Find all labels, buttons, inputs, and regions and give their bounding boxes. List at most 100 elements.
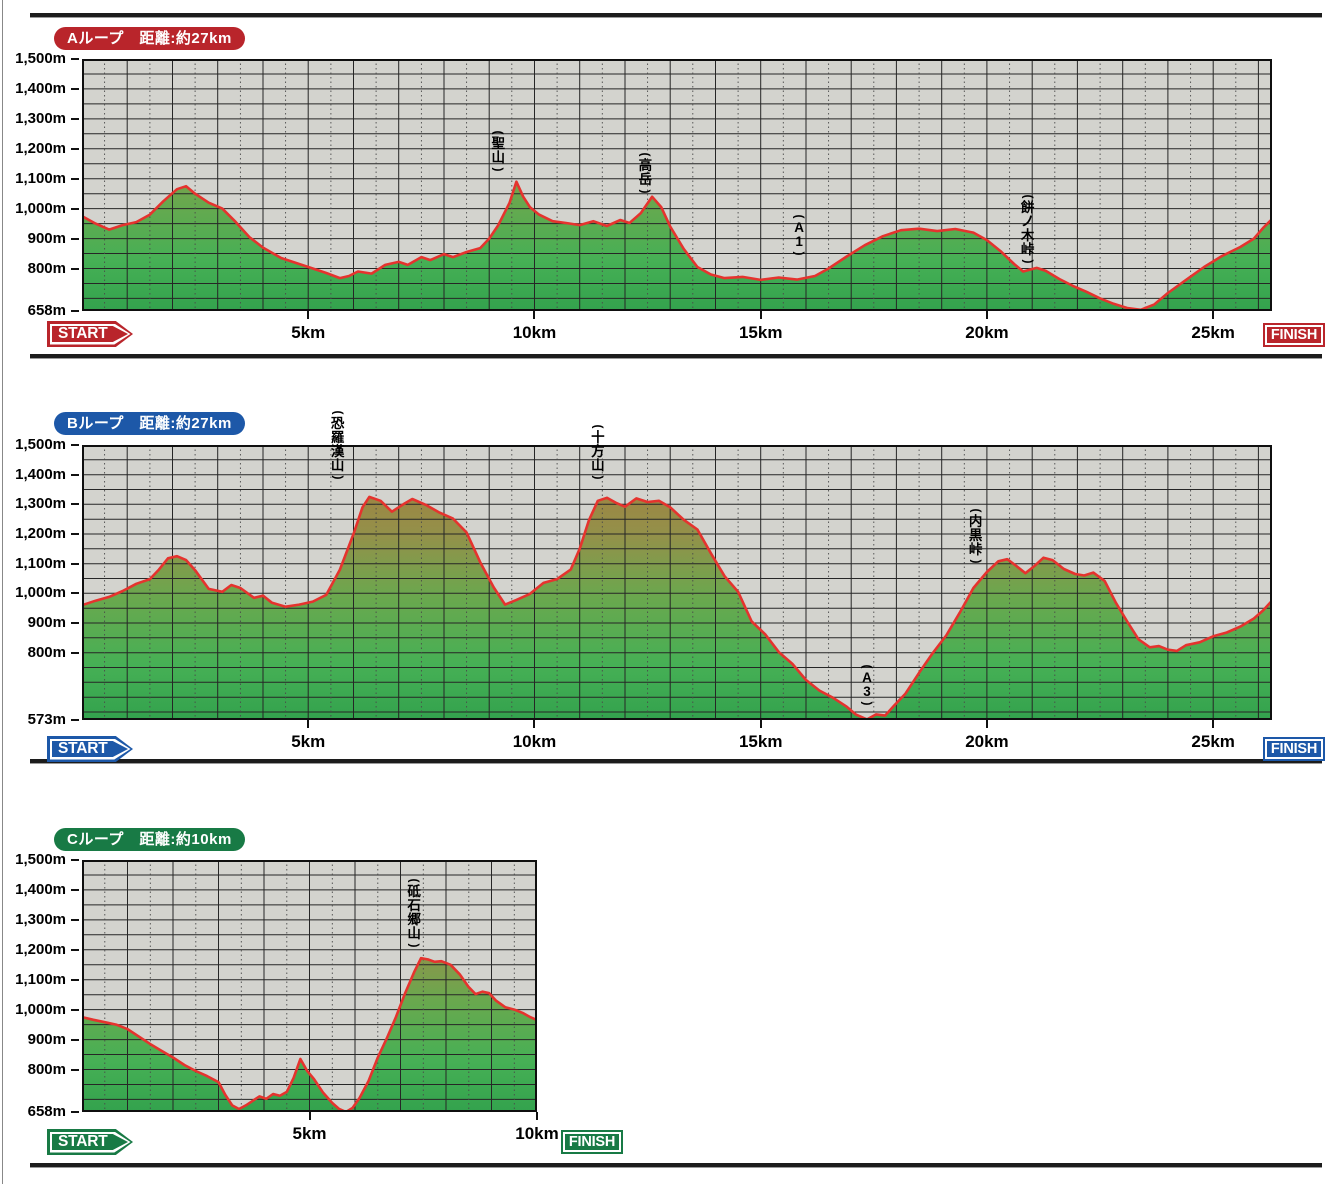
y-axis-label: 1,000m xyxy=(15,1000,66,1018)
x-axis-tick xyxy=(533,720,536,728)
y-axis-label: 900m xyxy=(27,613,66,631)
peak-label: (A 1) xyxy=(792,214,807,256)
section-divider xyxy=(30,354,1322,359)
y-axis-tick xyxy=(71,267,79,270)
y-axis-tick xyxy=(71,87,79,90)
x-axis-label: 20km xyxy=(965,323,1009,342)
y-axis-tick xyxy=(71,1038,79,1041)
x-axis-tick xyxy=(307,311,310,319)
y-axis-label: 800m xyxy=(27,259,66,277)
x-axis-tick xyxy=(759,311,762,319)
y-axis-label: 1,300m xyxy=(15,910,66,928)
y-axis-tick xyxy=(71,918,79,921)
y-axis-label: 1,500m xyxy=(15,50,66,67)
y-axis-label: 1,400m xyxy=(15,465,66,483)
y-axis-label: 900m xyxy=(27,229,66,247)
peak-label: (高岳) xyxy=(638,152,653,194)
loop-c-badge: Cループ 距離:約10km xyxy=(54,828,245,851)
x-axis-label: 5km xyxy=(292,1124,327,1143)
y-axis-label: 1,500m xyxy=(15,436,66,453)
y-axis-tick xyxy=(71,58,79,60)
x-axis-label: 25km xyxy=(1191,323,1235,342)
y-axis-tick xyxy=(71,888,79,891)
y-axis-tick xyxy=(71,1111,79,1113)
x-axis-tick xyxy=(1212,311,1215,319)
peak-label: (恐羅漢山) xyxy=(330,410,346,480)
loop-a-finish-badge: FINISH xyxy=(1263,323,1325,347)
y-axis-label: 1,200m xyxy=(15,940,66,958)
y-axis-tick xyxy=(71,562,79,565)
finish-label: FINISH xyxy=(568,1134,616,1150)
loop-c-badge-label: Cループ 距離:約10km xyxy=(67,831,232,848)
peak-label: (十方山) xyxy=(591,424,606,480)
y-axis-tick xyxy=(71,1008,79,1011)
x-axis-label: 20km xyxy=(965,732,1009,751)
x-axis-label: 15km xyxy=(738,323,783,342)
x-axis-label: 10km xyxy=(515,1124,559,1143)
y-axis-label: 1,400m xyxy=(15,880,66,898)
y-axis-tick xyxy=(71,177,79,180)
y-axis-label: 1,100m xyxy=(15,554,66,572)
peak-label: (餅ノ木峠) xyxy=(1020,194,1036,264)
loop-a-badge-label: Aループ 距離:約27km xyxy=(67,30,232,47)
x-axis-tick xyxy=(759,720,762,728)
y-axis-label: 658m xyxy=(27,1103,66,1120)
x-axis-tick xyxy=(985,311,988,319)
y-axis-tick xyxy=(71,1068,79,1071)
x-axis-tick xyxy=(307,720,310,728)
loop-c-finish-badge: FINISH xyxy=(561,1130,623,1154)
loop-a-start-badge: START xyxy=(47,321,133,347)
x-axis-label: 5km xyxy=(291,323,326,342)
x-axis-tick xyxy=(536,1112,538,1120)
y-axis-label: 1,300m xyxy=(15,109,66,127)
x-axis-label: 10km xyxy=(512,323,557,342)
section-divider xyxy=(30,13,1322,18)
section-divider xyxy=(30,1163,1322,1168)
y-axis-label: 658m xyxy=(27,302,66,319)
x-axis-tick xyxy=(985,720,988,728)
loop-a-badge: Aループ 距離:約27km xyxy=(54,27,245,50)
y-axis-tick xyxy=(71,310,79,312)
y-axis-label: 800m xyxy=(27,1060,66,1078)
y-axis-tick xyxy=(71,532,79,535)
y-axis-label: 1,000m xyxy=(15,199,66,217)
peak-label: (A 3) xyxy=(860,664,875,706)
peak-label: (内黒峠) xyxy=(968,508,984,564)
loop-b-start-badge: START xyxy=(47,736,133,762)
y-axis-label: 1,200m xyxy=(15,139,66,157)
y-axis-tick xyxy=(71,621,79,624)
start-label: START xyxy=(58,1133,108,1150)
y-axis-tick xyxy=(71,207,79,210)
y-axis-tick xyxy=(71,859,79,861)
x-axis-tick xyxy=(533,311,536,319)
y-axis-tick xyxy=(71,117,79,120)
y-axis-tick xyxy=(71,147,79,150)
x-axis-label: 15km xyxy=(738,732,783,751)
x-axis-tick xyxy=(1212,720,1215,728)
y-axis-tick xyxy=(71,651,79,654)
start-label: START xyxy=(58,740,108,757)
finish-label: FINISH xyxy=(1270,741,1318,757)
loop-b-badge: Bループ 距離:約27km xyxy=(54,412,245,435)
y-axis-label: 800m xyxy=(27,643,66,661)
loop-c-start-badge: START xyxy=(47,1129,133,1155)
y-axis-label: 1,000m xyxy=(15,584,66,602)
start-label: START xyxy=(58,325,108,342)
peak-label: (聖山) xyxy=(491,130,506,172)
x-axis-label: 5km xyxy=(291,732,326,751)
elevation-profile-svg xyxy=(82,860,537,1112)
y-axis-tick xyxy=(71,503,79,506)
x-axis-label: 25km xyxy=(1191,732,1235,751)
y-axis-label: 1,200m xyxy=(15,524,66,542)
y-axis-label: 1,100m xyxy=(15,970,66,988)
y-axis-tick xyxy=(71,592,79,595)
y-axis-label: 1,500m xyxy=(15,851,66,868)
y-axis-label: 900m xyxy=(27,1030,66,1048)
y-axis-tick xyxy=(71,719,79,721)
y-axis-label: 573m xyxy=(27,711,66,728)
y-axis-tick xyxy=(71,237,79,240)
loop-b-badge-label: Bループ 距離:約27km xyxy=(67,415,232,432)
page-left-border xyxy=(2,0,3,1184)
